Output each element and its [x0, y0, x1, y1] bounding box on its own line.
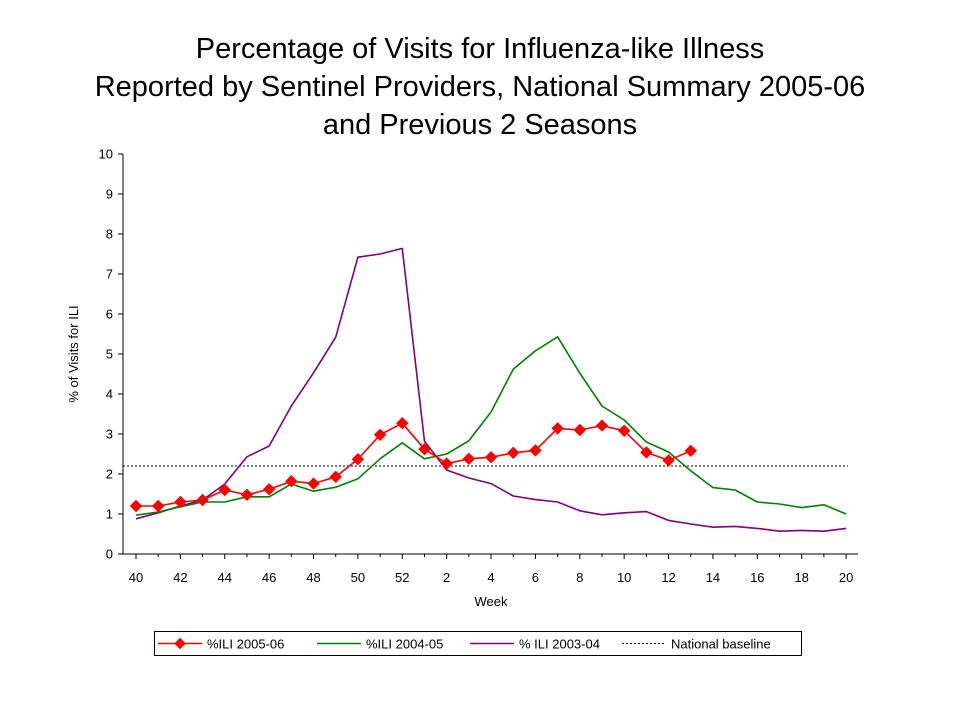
y-tick-label: 2: [106, 467, 113, 482]
data-point: [151, 499, 165, 513]
x-tick-label: 14: [706, 570, 720, 585]
y-tick-label: 6: [106, 307, 113, 322]
legend-label: %ILI 2005-06: [207, 637, 284, 652]
y-axis: 0 1 2 3 4 5 6 7 8 9 10: [99, 147, 124, 562]
data-point: [640, 446, 653, 459]
data-point: [240, 488, 254, 502]
y-tick-label: 5: [106, 347, 113, 362]
x-tick-label: 8: [576, 570, 583, 585]
x-tick-label: 52: [395, 570, 409, 585]
data-point: [617, 424, 631, 438]
x-tick-label: 10: [617, 570, 631, 585]
data-point: [507, 446, 520, 460]
series-1: [135, 335, 847, 516]
legend-item-2003-04: % ILI 2003-04: [470, 637, 600, 652]
y-axis-title: % of Visits for ILI: [66, 305, 81, 402]
series-layer: [129, 247, 847, 533]
legend-marker: [174, 637, 186, 650]
x-tick-label: 50: [351, 570, 365, 585]
data-point: [529, 444, 542, 457]
y-tick-label: 1: [106, 507, 113, 522]
data-point: [196, 493, 209, 507]
y-tick-label: 7: [106, 267, 113, 282]
x-tick-label: 6: [532, 570, 539, 585]
x-tick-label: 46: [262, 570, 276, 585]
data-point: [129, 499, 143, 513]
legend: %ILI 2005-06 %ILI 2004-05 % ILI 2003-04 Nat…: [154, 631, 802, 656]
series-line: [135, 247, 847, 533]
data-point: [462, 452, 476, 466]
y-tick-label: 4: [106, 387, 113, 402]
series-line: [136, 422, 692, 507]
legend-label: National baseline: [671, 637, 771, 652]
data-point: [573, 423, 587, 437]
x-tick-label: 18: [794, 570, 808, 585]
y-tick-label: 3: [106, 427, 113, 442]
data-point: [662, 454, 675, 467]
legend-label: %ILI 2004-05: [366, 637, 443, 652]
x-tick-label: 12: [661, 570, 675, 585]
x-tick-label: 2: [443, 570, 450, 585]
chart-title-line-3: and Previous 2 Seasons: [322, 109, 638, 141]
y-tick-label: 9: [106, 187, 113, 202]
y-tick-label: 0: [106, 547, 113, 562]
data-point: [440, 457, 453, 470]
data-point: [551, 422, 564, 435]
legend-label: % ILI 2003-04: [519, 637, 600, 652]
data-point: [307, 477, 320, 490]
data-point: [285, 474, 298, 488]
x-tick-label: 42: [173, 570, 187, 585]
x-tick-label: 20: [839, 570, 853, 585]
data-point: [218, 483, 231, 497]
chart-title-line-2: Reported by Sentinel Providers, National…: [94, 71, 866, 103]
data-point: [418, 442, 431, 456]
data-point: [373, 428, 387, 442]
data-point: [329, 470, 342, 484]
x-tick-label: 40: [129, 570, 143, 585]
series-line: [135, 335, 847, 516]
data-point: [396, 416, 409, 430]
x-tick-label: 48: [306, 570, 320, 585]
data-point: [174, 495, 187, 509]
legend-item-2005-06: %ILI 2005-06: [158, 637, 284, 652]
chart-title-line-1: Percentage of Visits for Influenza-like …: [195, 33, 765, 65]
x-tick-label: 16: [750, 570, 764, 585]
x-axis-title: Week: [475, 594, 508, 609]
x-tick-label: 4: [487, 570, 494, 585]
series-2: [135, 247, 847, 533]
data-point: [351, 452, 365, 466]
y-tick-label: 10: [99, 147, 113, 162]
data-point: [262, 482, 276, 496]
data-point: [595, 419, 609, 432]
data-point: [684, 444, 697, 458]
legend-item-baseline: National baseline: [622, 637, 771, 652]
x-axis: 40 42 44 46 48 50 52 2 4 6 8 10 12 14 16 18 20: [123, 553, 858, 585]
series-0: [129, 416, 697, 513]
x-tick-label: 44: [218, 570, 232, 585]
legend-item-2004-05: %ILI 2004-05: [317, 637, 443, 652]
data-point: [484, 450, 498, 464]
y-tick-label: 8: [106, 227, 113, 242]
chart-title: Percentage of Visits for Influenza-like …: [0, 30, 960, 144]
